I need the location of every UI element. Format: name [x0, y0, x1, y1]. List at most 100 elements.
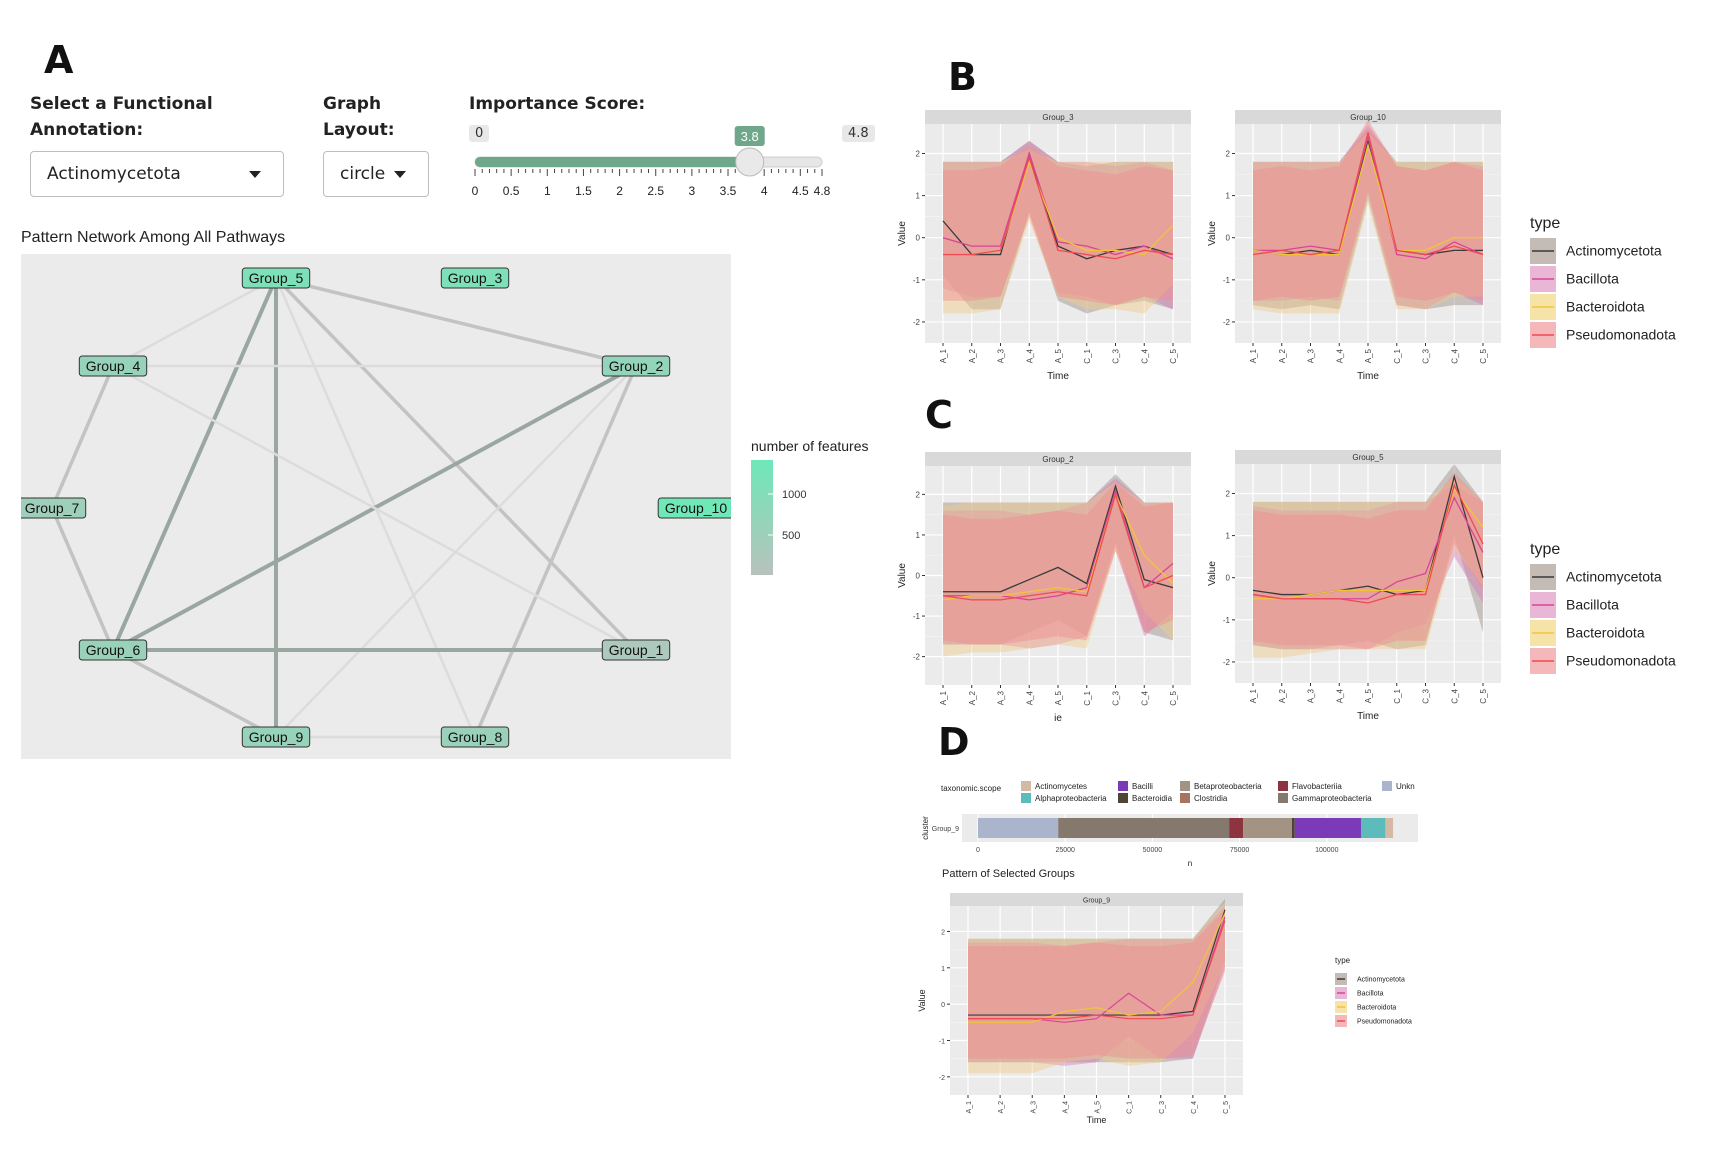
layout-select[interactable]: circle	[323, 151, 429, 197]
annotation-select[interactable]: Actinomycetota	[30, 151, 284, 197]
series-ribbon	[1253, 119, 1483, 301]
network-edge	[112, 364, 637, 652]
x-tick-label: A_3	[1030, 1101, 1037, 1114]
series-line	[1253, 136, 1484, 260]
x-tick-label: A_3	[997, 348, 1006, 363]
y-tick-label: 1	[941, 966, 945, 973]
y-tick-label: 2	[1226, 489, 1231, 498]
network-node[interactable]: Group_2	[601, 355, 671, 377]
importance-slider[interactable]: 0 0.5 1 1.5 2 2.5 3 3.5 4 4.5 4.8 3.8	[460, 120, 880, 200]
legend-d: type Actinomycetota Bacillota Bacteroidota P…	[1335, 956, 1412, 1027]
network-node-label: Group_3	[448, 270, 503, 286]
legend-label: Bacillota	[1357, 990, 1384, 997]
bar-legend-swatch	[1118, 793, 1128, 803]
legend-b: type Actinomycetota Bacillota Bacteroidota P…	[1530, 215, 1676, 348]
network-node[interactable]: Group_3	[440, 267, 510, 289]
network-node[interactable]: Group_6	[78, 639, 148, 661]
series-ribbon	[943, 145, 1173, 306]
bar-legend-swatch	[1021, 781, 1031, 791]
network-node[interactable]: Group_8	[440, 726, 510, 748]
x-tick-label: C_3	[1159, 1101, 1166, 1114]
network-node-box	[440, 267, 510, 289]
y-axis-label: Value	[897, 563, 908, 588]
panel-letter-b: B	[948, 55, 977, 99]
y-tick-label: 0	[941, 1002, 945, 1009]
legend-c: type Actinomycetota Bacillota Bacteroidota P…	[1530, 541, 1676, 674]
panel-letter-c: C	[925, 393, 953, 437]
series-ribbon	[943, 474, 1173, 645]
bar-legend-label: Clostridia	[1194, 794, 1228, 803]
x-tick-label: A_3	[997, 690, 1006, 705]
bar-legend-swatch	[1021, 793, 1031, 803]
series-line	[942, 492, 1174, 601]
slider-tick-label: 3	[689, 184, 696, 198]
x-tick-label: A_5	[1364, 348, 1373, 363]
annotation-select-value: Actinomycetota	[47, 164, 181, 184]
y-tick-label: 0	[916, 234, 921, 243]
slider-tick-label: 2.5	[647, 184, 664, 198]
bar-legend-swatch	[1382, 781, 1392, 791]
slider-tick-label: 4	[761, 184, 768, 198]
network-node[interactable]: Group_1	[601, 639, 671, 661]
network-edge	[111, 277, 278, 651]
bar-legend-label: Bacilli	[1132, 782, 1153, 791]
network-node[interactable]: Group_9	[241, 726, 311, 748]
x-tick-label: A_2	[968, 690, 977, 705]
bar-legend-label: Bacteroidia	[1132, 794, 1173, 803]
x-tick-label: C_1	[1083, 690, 1092, 705]
y-tick-label: -2	[913, 318, 921, 327]
x-tick-label: A_2	[968, 348, 977, 363]
facet-strip	[925, 452, 1191, 466]
series-ribbon	[1253, 124, 1483, 310]
network-edge	[50, 507, 115, 651]
bar-segment	[1058, 818, 1230, 838]
y-tick-label: -2	[913, 653, 921, 662]
x-tick-label: C_5	[1479, 688, 1488, 703]
panel-letter-d: D	[938, 720, 970, 764]
network-title: Pattern Network Among All Pathways	[21, 229, 286, 246]
bar-x-tick-label: 50000	[1143, 847, 1163, 854]
series-ribbon	[968, 898, 1225, 1063]
network-node[interactable]: Group_7	[21, 497, 87, 519]
legend-tick-label: 1000	[782, 489, 806, 501]
pattern-network: Group_5 Group_3 Group_4 Group_2 Group_7 Group…	[21, 254, 731, 759]
network-node-box	[440, 726, 510, 748]
slider-tick-label: 2	[616, 184, 623, 198]
legend-label: Bacillota	[1566, 597, 1619, 613]
annotation-label: Select a Functional Annotation:	[30, 94, 213, 140]
series-ribbon	[968, 909, 1225, 1059]
x-tick-label: A_4	[1062, 1101, 1069, 1114]
slider-handle[interactable]	[735, 147, 765, 177]
y-tick-label: -1	[1223, 616, 1231, 625]
bar-x-tick-label: 100000	[1315, 847, 1338, 854]
bar-segment	[1291, 818, 1295, 838]
bar-legend-swatch	[1180, 781, 1190, 791]
y-tick-label: 2	[941, 929, 945, 936]
network-node[interactable]: Group_5	[241, 267, 311, 289]
bar-legend-label: Unkn	[1396, 782, 1415, 791]
bar-y-axis-label: cluster	[921, 816, 930, 840]
legend-label: Pseudomonadota	[1566, 327, 1676, 343]
panel-letter-a: A	[44, 38, 74, 82]
facet-strip	[950, 893, 1243, 906]
x-tick-label: C_5	[1169, 348, 1178, 363]
bar-legend-swatch	[1278, 781, 1288, 791]
bar-x-tick-label: 25000	[1055, 847, 1075, 854]
network-edge	[275, 276, 637, 368]
network-node[interactable]: Group_10	[657, 497, 731, 519]
bar-x-tick-label: 75000	[1230, 847, 1250, 854]
network-edge	[112, 648, 277, 739]
y-axis-label: Value	[1207, 561, 1218, 586]
y-tick-label: 1	[1226, 532, 1231, 541]
x-tick-label: A_2	[1278, 348, 1287, 363]
series-ribbon	[1253, 128, 1483, 310]
network-node[interactable]: Group_4	[78, 355, 148, 377]
bar-segment	[1385, 818, 1394, 838]
series-ribbon	[943, 149, 1173, 314]
pattern-chart-b2: Group_10 2 1 0 -1 -2 A_1 A_2 A_3 A_4 A_5 C_1 C_3 C_4 C…	[1207, 110, 1501, 382]
slider-max-label: 4.8	[842, 125, 875, 142]
x-tick-label: C_4	[1191, 1101, 1198, 1114]
legend-colorbar	[751, 460, 773, 575]
network-node-label: Group_6	[86, 642, 141, 658]
series-line	[942, 151, 1174, 260]
